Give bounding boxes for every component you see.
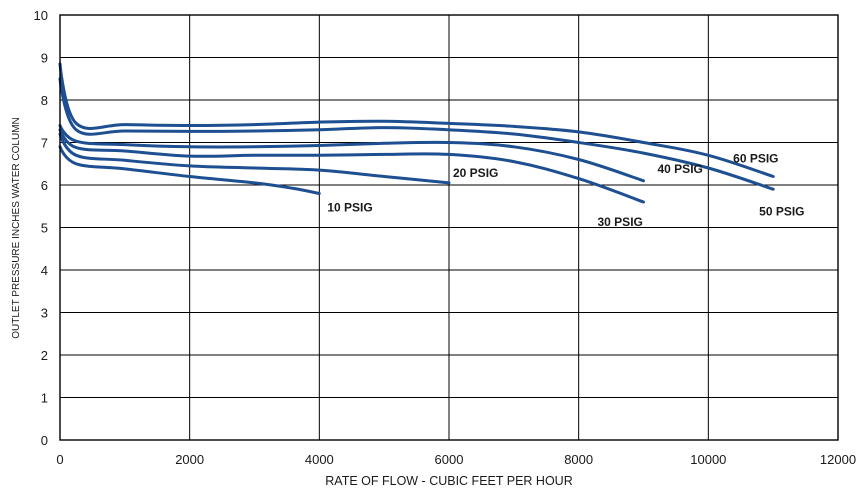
series-label: 40 PSIG xyxy=(658,162,703,176)
y-tick-label: 5 xyxy=(41,221,48,236)
plot-frame xyxy=(59,14,839,441)
y-axis-label: OUTLET PRESSURE INCHES WATER COLUMN xyxy=(11,117,22,339)
series-label: 50 PSIG xyxy=(759,204,804,218)
series-label: 60 PSIG xyxy=(733,152,778,166)
y-tick-label: 4 xyxy=(41,263,48,278)
tick-labels: 0 2000 4000 6000 8000 10000 12000 0 1 2 3 4 5 6 7 8 9 10 xyxy=(34,8,857,467)
x-tick-label: 10000 xyxy=(690,452,726,467)
y-tick-label: 8 xyxy=(41,93,48,108)
grid xyxy=(60,15,838,440)
series-labels: 10 PSIG 20 PSIG 30 PSIG 40 PSIG 50 PSIG 60 PS… xyxy=(327,152,804,230)
series-line xyxy=(58,77,775,191)
x-tick-label: 8000 xyxy=(564,452,593,467)
series-line xyxy=(58,145,321,195)
series-label: 30 PSIG xyxy=(598,215,643,229)
y-tick-label: 9 xyxy=(41,51,48,66)
x-tick-label: 12000 xyxy=(820,452,856,467)
y-tick-label: 0 xyxy=(41,433,48,448)
y-tick-label: 1 xyxy=(41,391,48,406)
x-tick-label: 2000 xyxy=(175,452,204,467)
series-label: 20 PSIG xyxy=(453,166,498,180)
y-tick-label: 7 xyxy=(41,136,48,151)
x-tick-label: 6000 xyxy=(435,452,464,467)
series-line xyxy=(58,124,645,183)
series-line xyxy=(58,132,451,185)
y-tick-label: 10 xyxy=(34,8,48,23)
x-axis-label: RATE OF FLOW - CUBIC FEET PER HOUR xyxy=(325,474,572,488)
series-line xyxy=(58,62,775,178)
x-tick-label: 0 xyxy=(56,452,63,467)
y-tick-label: 3 xyxy=(41,306,48,321)
y-tick-label: 2 xyxy=(41,348,48,363)
series-line xyxy=(58,128,645,204)
y-tick-label: 6 xyxy=(41,178,48,193)
x-tick-label: 4000 xyxy=(305,452,334,467)
series-label: 10 PSIG xyxy=(327,201,372,215)
curves xyxy=(58,62,775,204)
